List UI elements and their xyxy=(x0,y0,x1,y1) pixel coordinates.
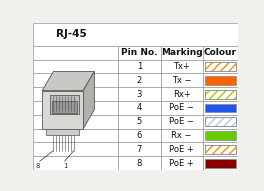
Bar xyxy=(203,60,238,74)
Bar xyxy=(203,87,238,101)
Bar xyxy=(205,145,235,154)
Text: Colour: Colour xyxy=(204,48,237,57)
Bar xyxy=(205,62,235,71)
Bar xyxy=(203,74,238,87)
Bar xyxy=(205,145,235,154)
Bar xyxy=(118,129,161,142)
Bar xyxy=(118,60,161,74)
Text: 6: 6 xyxy=(137,131,142,140)
Bar xyxy=(33,101,118,115)
Bar xyxy=(205,76,235,85)
Bar xyxy=(205,117,235,126)
Bar xyxy=(161,115,203,129)
Text: Tx −: Tx − xyxy=(172,76,192,85)
Bar xyxy=(33,46,118,60)
Text: 7: 7 xyxy=(137,145,142,154)
Bar xyxy=(203,156,238,170)
Bar xyxy=(161,87,203,101)
Text: 1: 1 xyxy=(137,62,142,71)
Bar xyxy=(50,95,79,114)
Bar xyxy=(205,90,235,99)
Text: Rx −: Rx − xyxy=(172,131,192,140)
Text: PoE +: PoE + xyxy=(169,145,194,154)
Text: 5: 5 xyxy=(137,117,142,126)
Text: Marking: Marking xyxy=(161,48,202,57)
Bar xyxy=(161,142,203,156)
Text: PoE −: PoE − xyxy=(169,104,194,112)
Bar xyxy=(33,87,118,101)
Bar xyxy=(161,129,203,142)
Bar xyxy=(161,74,203,87)
Text: 8: 8 xyxy=(137,159,142,168)
Bar xyxy=(203,46,238,60)
Text: 2: 2 xyxy=(137,76,142,85)
Bar xyxy=(33,74,118,87)
Bar xyxy=(118,101,161,115)
Text: 4: 4 xyxy=(137,104,142,112)
Bar xyxy=(42,91,83,129)
Bar xyxy=(161,156,203,170)
Bar xyxy=(33,129,118,142)
Bar xyxy=(161,46,203,60)
Bar xyxy=(203,115,238,129)
Text: 1: 1 xyxy=(63,163,68,169)
Bar xyxy=(33,23,238,46)
Bar xyxy=(205,62,235,71)
Text: 8: 8 xyxy=(36,163,40,169)
Bar xyxy=(205,90,235,99)
Bar xyxy=(118,142,161,156)
Bar xyxy=(205,145,235,154)
Bar xyxy=(205,104,235,112)
Bar xyxy=(205,117,235,126)
Bar xyxy=(46,129,79,135)
Bar xyxy=(33,156,118,170)
Bar xyxy=(205,90,235,99)
Bar xyxy=(118,156,161,170)
Text: PoE +: PoE + xyxy=(169,159,194,168)
Polygon shape xyxy=(42,71,95,91)
Bar xyxy=(33,60,118,74)
Bar xyxy=(203,101,238,115)
Bar xyxy=(205,117,235,126)
Bar xyxy=(33,115,118,129)
Bar xyxy=(118,115,161,129)
Bar xyxy=(205,131,235,140)
Bar xyxy=(33,142,118,156)
Text: RJ-45: RJ-45 xyxy=(56,29,87,39)
Bar xyxy=(118,74,161,87)
Polygon shape xyxy=(83,71,95,129)
Bar xyxy=(161,60,203,74)
Bar xyxy=(205,62,235,71)
Bar xyxy=(205,159,235,168)
Text: PoE −: PoE − xyxy=(169,117,194,126)
Text: 3: 3 xyxy=(137,90,142,99)
Bar xyxy=(203,129,238,142)
Bar xyxy=(118,46,161,60)
Bar xyxy=(203,142,238,156)
Text: Rx+: Rx+ xyxy=(173,90,191,99)
Bar xyxy=(161,101,203,115)
Text: Pin No.: Pin No. xyxy=(121,48,158,57)
Text: Tx+: Tx+ xyxy=(173,62,190,71)
Bar xyxy=(118,87,161,101)
Bar xyxy=(53,101,77,113)
